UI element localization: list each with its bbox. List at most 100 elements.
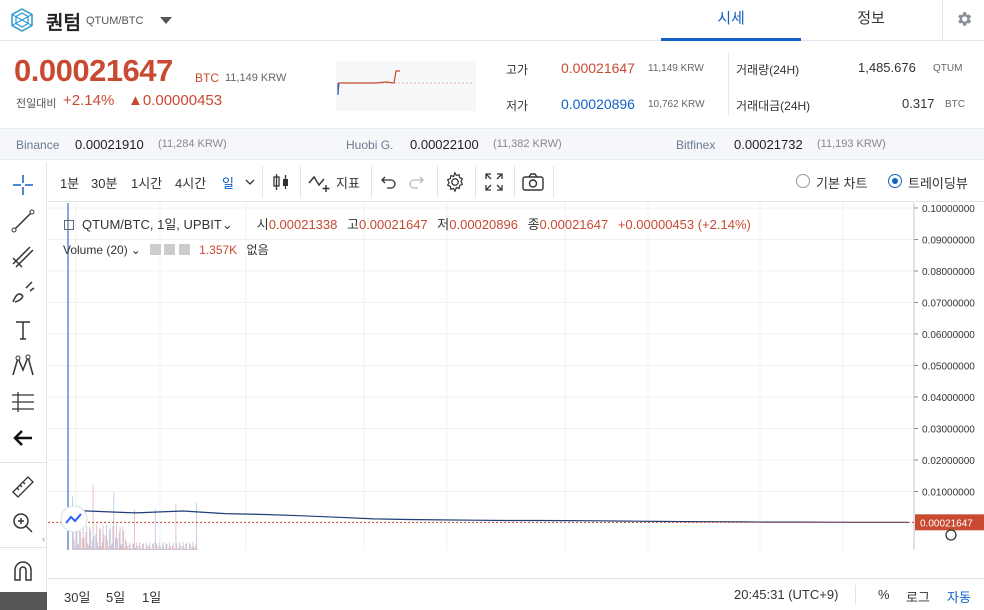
- fullscreen-icon[interactable]: [484, 172, 504, 192]
- exchange-name[interactable]: Binance: [16, 138, 60, 152]
- qtum-logo-icon: [11, 8, 33, 32]
- volume-bar: [188, 548, 189, 550]
- collapse-toolbar-icon[interactable]: ‹: [42, 534, 46, 545]
- basic-chart-radio[interactable]: [796, 174, 810, 188]
- lock-drawings-button[interactable]: [0, 592, 47, 610]
- volume-bar: [185, 544, 187, 550]
- volume-bar: [107, 540, 108, 550]
- zoom-in-icon[interactable]: [10, 510, 36, 536]
- volume-bar: [162, 542, 164, 550]
- volume-bar: [156, 544, 158, 550]
- y-tick-label: 0.08000000: [922, 267, 975, 278]
- range-30d[interactable]: 30일: [64, 590, 91, 605]
- volume-bar: [164, 549, 166, 550]
- volume-bar: [158, 546, 160, 550]
- undo-icon[interactable]: [381, 174, 397, 190]
- volume-bar: [79, 526, 80, 550]
- high-value: 0.00021647: [358, 217, 428, 232]
- y-tick-label: 0.09000000: [922, 236, 975, 247]
- y-tick-label: 0.04000000: [922, 393, 975, 404]
- volume-bar: [166, 544, 168, 550]
- volume-bar: [136, 545, 138, 550]
- price-chart[interactable]: 0.10000000 0.09000000 0.08000000 0.07000000…: [48, 203, 984, 550]
- header: 퀀텀 QTUM/BTC 시세 정보: [0, 0, 984, 41]
- redo-icon[interactable]: [408, 174, 424, 190]
- pattern-tool-icon[interactable]: [10, 353, 36, 379]
- range-1d[interactable]: 1일: [142, 590, 162, 605]
- volume-bar: [108, 547, 109, 550]
- volume-bar: [80, 531, 81, 550]
- volume-label[interactable]: Volume (20): [63, 243, 128, 257]
- high-label: 고: [347, 217, 359, 232]
- candle-chart-icon[interactable]: [271, 172, 291, 192]
- crosshair-icon[interactable]: [10, 172, 36, 198]
- volume-bar: [130, 548, 132, 550]
- magnet-icon[interactable]: [10, 558, 36, 584]
- tab-price[interactable]: 시세: [661, 0, 801, 41]
- range-5d[interactable]: 5일: [106, 590, 126, 605]
- tradingview-label[interactable]: 트레이딩뷰: [908, 176, 968, 191]
- volume-bar: [129, 542, 131, 550]
- low-krw: 10,762 KRW: [648, 99, 705, 110]
- collapse-legend-icon[interactable]: [64, 220, 74, 230]
- volume-bar: [112, 525, 114, 550]
- basic-chart-label[interactable]: 기본 차트: [816, 176, 868, 191]
- log-toggle[interactable]: 로그: [906, 590, 930, 605]
- interval-1d[interactable]: 일: [222, 176, 234, 191]
- high-value: 0.00021647: [561, 60, 635, 76]
- chevron-down-icon[interactable]: [160, 17, 172, 24]
- indicator-button[interactable]: 지표: [336, 176, 360, 191]
- volume-value: 1.357K: [199, 243, 238, 257]
- volume-bar: [85, 532, 87, 550]
- chevron-down-icon[interactable]: ⌄: [221, 217, 233, 232]
- percent-toggle[interactable]: %: [878, 587, 890, 602]
- close-icon[interactable]: [178, 244, 190, 255]
- volume-bar: [137, 549, 139, 550]
- chevron-down-icon[interactable]: ⌄: [130, 243, 141, 257]
- symbol-label[interactable]: QTUM/BTC, 1일, UPBIT: [82, 217, 222, 232]
- volume-bar: [181, 545, 183, 550]
- gear-icon[interactable]: [444, 171, 466, 193]
- interval-1m[interactable]: 1분: [60, 176, 80, 191]
- volume-bar: [98, 546, 99, 550]
- volume-bar: [134, 509, 135, 550]
- volume-bar: [120, 544, 122, 550]
- volume-bar: [168, 547, 170, 550]
- auto-toggle[interactable]: 자동: [947, 590, 971, 605]
- volume-bar: [161, 549, 162, 550]
- volume-bar: [179, 542, 180, 550]
- volume-bar: [73, 539, 75, 550]
- clock[interactable]: 20:45:31 (UTC+9): [734, 587, 839, 602]
- exchange-name[interactable]: Huobi G.: [346, 138, 394, 152]
- eye-icon[interactable]: [150, 244, 162, 255]
- interval-30m[interactable]: 30분: [91, 176, 118, 191]
- volume-bar: [77, 544, 79, 550]
- arrow-left-icon[interactable]: [10, 425, 36, 451]
- settings-button[interactable]: [942, 0, 984, 40]
- interval-4h[interactable]: 4시간: [175, 176, 207, 191]
- ruler-icon[interactable]: [10, 474, 36, 500]
- chevron-down-icon[interactable]: [245, 177, 255, 187]
- volume-bar: [145, 542, 147, 550]
- interval-1h[interactable]: 1시간: [131, 176, 163, 191]
- indicator-icon[interactable]: [308, 171, 332, 193]
- prediction-tool-icon[interactable]: [10, 389, 36, 415]
- volume-bar: [180, 549, 182, 550]
- change-label: 전일대비: [16, 98, 57, 110]
- volume-bar: [152, 544, 153, 550]
- brush-icon[interactable]: [10, 280, 36, 306]
- volume-bar: [170, 545, 171, 550]
- volume-bar: [105, 535, 107, 550]
- fib-tool-icon[interactable]: [10, 244, 36, 270]
- trend-line-icon[interactable]: [10, 208, 36, 234]
- exchange-krw: (11,284 KRW): [158, 138, 227, 150]
- settings-icon[interactable]: [164, 244, 176, 255]
- tab-info[interactable]: 정보: [857, 10, 885, 27]
- text-tool-icon[interactable]: [10, 317, 36, 343]
- volume-bar: [81, 548, 82, 550]
- tradingview-radio[interactable]: [888, 174, 902, 188]
- tradingview-logo-icon: [65, 513, 82, 524]
- exchange-name[interactable]: Bitfinex: [676, 138, 716, 152]
- camera-icon[interactable]: [522, 172, 544, 192]
- coin-pair: QTUM/BTC: [86, 15, 144, 27]
